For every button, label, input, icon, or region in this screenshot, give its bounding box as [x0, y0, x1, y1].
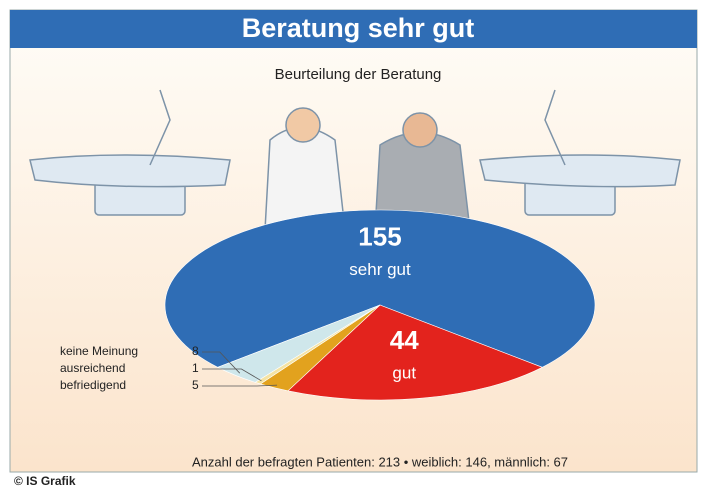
legend-value: 5 [192, 378, 199, 392]
legend-label: ausreichend [60, 361, 125, 375]
chart: Beratung sehr gut Beurteilung der Beratu… [0, 0, 707, 491]
chart-subtitle: Beurteilung der Beratung [275, 66, 442, 83]
legend-label: befriedigend [60, 378, 126, 392]
legend-label: keine Meinung [60, 344, 138, 358]
slice-label: gut [392, 364, 416, 383]
credit: © IS Grafik [14, 474, 76, 488]
legend-value: 8 [192, 344, 199, 358]
slice-label: sehr gut [349, 260, 411, 279]
slice-value: 44 [390, 325, 419, 355]
chart-title: Beratung sehr gut [242, 13, 475, 43]
slice-value: 155 [358, 222, 401, 252]
legend-value: 1 [192, 361, 199, 375]
footnote: Anzahl der befragten Patienten: 213 • we… [192, 454, 568, 469]
